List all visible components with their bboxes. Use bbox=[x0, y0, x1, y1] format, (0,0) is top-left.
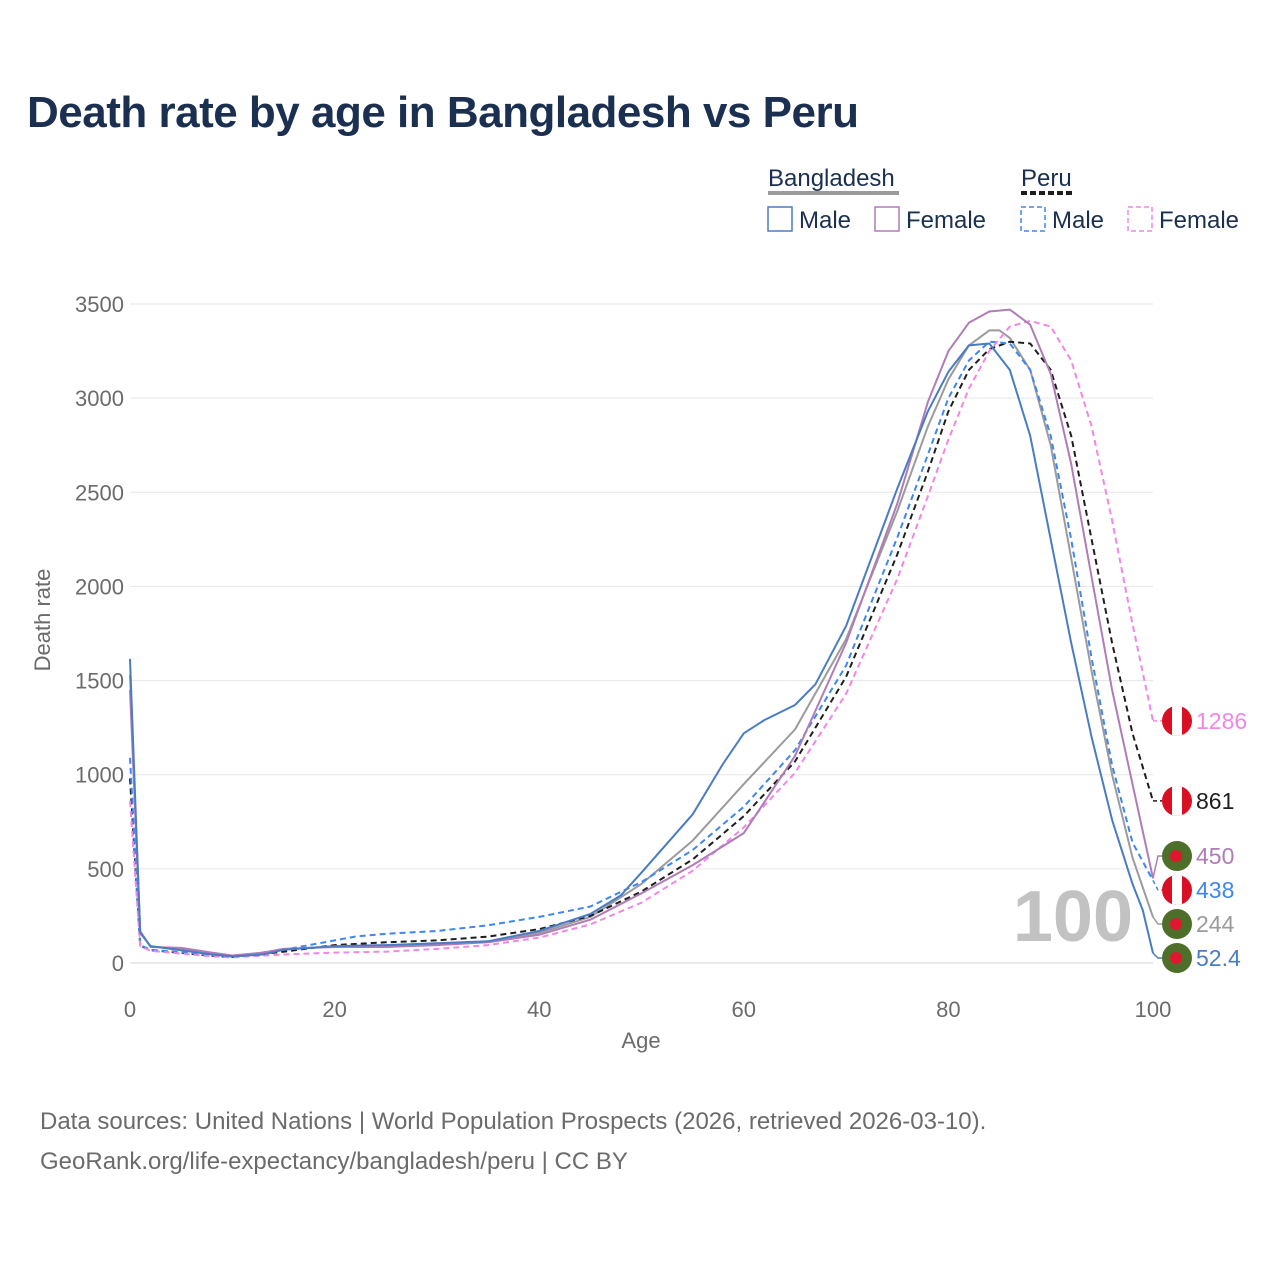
flag-disc bbox=[1170, 952, 1182, 964]
bangladesh-flag-icon bbox=[1162, 841, 1192, 871]
legend-swatch[interactable] bbox=[874, 206, 900, 232]
y-tick-label: 3500 bbox=[75, 292, 124, 317]
x-tick-label: 0 bbox=[124, 997, 136, 1022]
x-tick-label: 20 bbox=[322, 997, 346, 1022]
legend-group-title: Bangladesh bbox=[768, 165, 895, 192]
legend-group-title: Peru bbox=[1021, 165, 1072, 192]
y-axis-title: Death rate bbox=[30, 569, 55, 672]
end-label-connector bbox=[1152, 916, 1162, 925]
year-watermark: 100 bbox=[1013, 877, 1133, 957]
end-value-label: 52.4 bbox=[1196, 945, 1241, 971]
x-tick-label: 80 bbox=[936, 997, 960, 1022]
series-line-peru[interactable] bbox=[129, 340, 1154, 958]
x-tick-label: 60 bbox=[732, 997, 756, 1022]
peru-flag-icon bbox=[1162, 875, 1192, 905]
series-line-peru-male[interactable] bbox=[129, 340, 1154, 958]
y-tick-label: 0 bbox=[112, 951, 124, 976]
legend-swatch[interactable] bbox=[1127, 206, 1153, 232]
y-tick-label: 1500 bbox=[75, 669, 124, 694]
end-label-connector bbox=[1152, 880, 1162, 891]
y-tick-label: 1000 bbox=[75, 763, 124, 788]
peru-flag-icon bbox=[1162, 705, 1192, 736]
end-label-connector bbox=[1152, 855, 1162, 879]
flag-disc bbox=[1170, 850, 1182, 862]
legend-entry-male[interactable]: Male bbox=[1052, 207, 1104, 234]
flag-band bbox=[1172, 875, 1182, 905]
end-value-label: 438 bbox=[1196, 877, 1234, 903]
end-value-label: 244 bbox=[1196, 911, 1235, 937]
series-line-bangladesh-male[interactable] bbox=[129, 342, 1154, 958]
bangladesh-flag-icon bbox=[1162, 909, 1192, 939]
x-tick-label: 40 bbox=[527, 997, 551, 1022]
source-line: Data sources: United Nations | World Pop… bbox=[40, 1108, 987, 1135]
x-tick-label: 100 bbox=[1135, 997, 1172, 1022]
legend-swatch[interactable] bbox=[1020, 206, 1046, 232]
peru-flag-icon bbox=[1162, 785, 1192, 816]
legend-entry-female[interactable]: Female bbox=[906, 207, 986, 234]
y-tick-label: 2000 bbox=[75, 574, 124, 599]
y-tick-label: 2500 bbox=[75, 480, 124, 505]
x-axis-title: Age bbox=[621, 1028, 660, 1053]
chart-title: Death rate by age in Bangladesh vs Peru bbox=[27, 88, 859, 137]
end-value-label: 1286 bbox=[1196, 708, 1247, 734]
y-tick-label: 3000 bbox=[75, 386, 124, 411]
y-gridlines bbox=[130, 303, 1153, 964]
flag-disc bbox=[1170, 918, 1182, 930]
legend-entry-female[interactable]: Female bbox=[1159, 207, 1239, 234]
series-line-bangladesh[interactable] bbox=[129, 329, 1154, 957]
flag-band bbox=[1172, 785, 1182, 816]
end-value-label: 861 bbox=[1196, 788, 1234, 814]
legend-entry-male[interactable]: Male bbox=[799, 207, 851, 234]
flag-band bbox=[1172, 705, 1182, 736]
bangladesh-flag-icon bbox=[1162, 943, 1192, 973]
series-line-bangladesh-female[interactable] bbox=[129, 308, 1154, 957]
series-line-peru-female[interactable] bbox=[129, 319, 1154, 959]
legend-swatch[interactable] bbox=[767, 206, 793, 232]
y-tick-label: 500 bbox=[87, 857, 124, 882]
end-value-label: 450 bbox=[1196, 843, 1234, 869]
source-url[interactable]: GeoRank.org/life-expectancy/bangladesh/p… bbox=[40, 1148, 628, 1175]
end-label-connector bbox=[1152, 952, 1162, 959]
